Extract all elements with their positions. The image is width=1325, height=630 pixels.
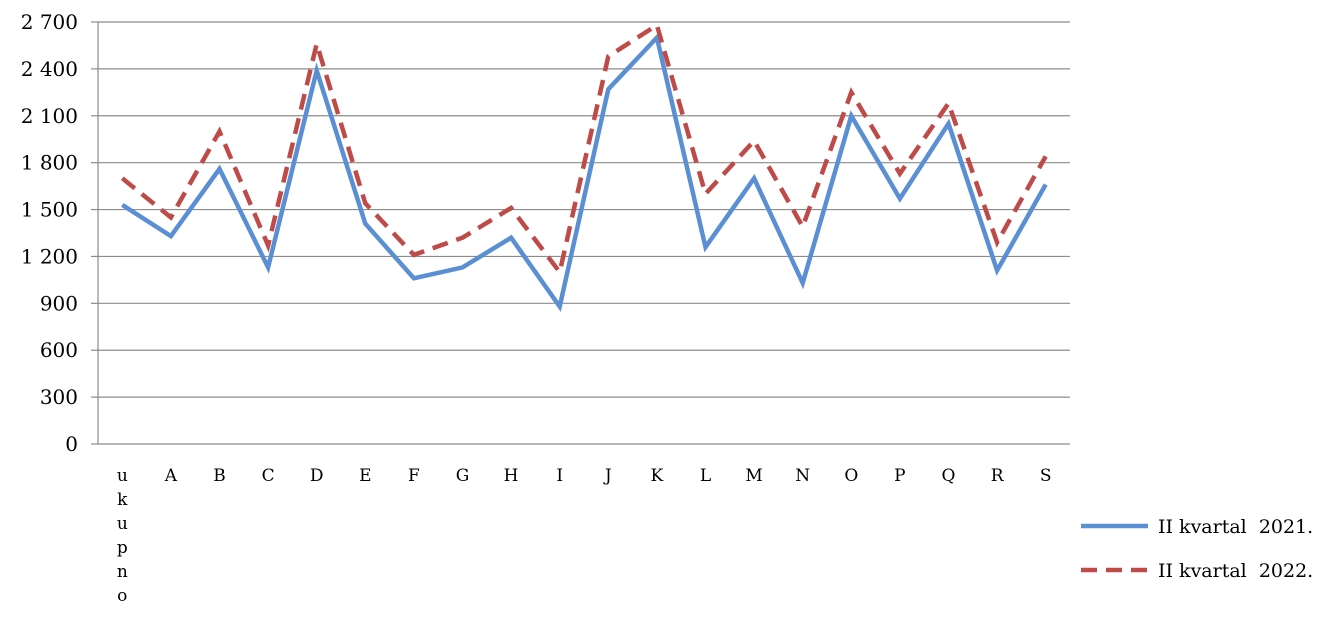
- y-tick-label-2: 600: [40, 338, 78, 362]
- x-tick-label-13: M: [745, 466, 762, 486]
- x-tick-label-14: N: [795, 466, 810, 486]
- y-axis: 0 300 600 900 1 200 1 500 1 800 2 100 2 400 2 700: [21, 10, 99, 456]
- x-tick-label-5: E: [359, 466, 371, 486]
- x-tick-label-12: L: [700, 466, 711, 486]
- x-tick-label-18: R: [991, 466, 1005, 486]
- legend-label-0: II kvartal 2021.: [1158, 516, 1313, 538]
- y-tick-label-5: 1 500: [21, 198, 78, 222]
- y-tick-label-9: 2 700: [21, 10, 78, 34]
- x-tick-label-4: D: [310, 466, 324, 486]
- y-tick-label-0: 0: [65, 432, 78, 456]
- y-tick-label-3: 900: [40, 291, 78, 315]
- x-tick-label-8: H: [504, 466, 519, 486]
- x-tick-label-3: C: [262, 466, 275, 486]
- x-tick-label-15: O: [844, 466, 858, 486]
- y-tick-label-6: 1 800: [21, 151, 78, 175]
- x-axis: u k u p n o A B C D E F G H I J K L M N O P Q R S: [117, 466, 1052, 606]
- y-tick-label-8: 2 400: [21, 57, 78, 81]
- legend-label-1: II kvartal 2022.: [1158, 560, 1313, 582]
- legend: II kvartal 2021. II kvartal 2022.: [1081, 516, 1313, 582]
- x-tick-label-16: P: [894, 466, 905, 486]
- y-tick-label-7: 2 100: [21, 104, 78, 128]
- gridlines: [98, 21, 1070, 445]
- series-line-1: [120, 21, 1048, 278]
- x-tick-label-17: Q: [942, 466, 956, 486]
- x-tick-label-10: J: [603, 466, 612, 486]
- x-tick-label-6: F: [408, 466, 420, 486]
- series-line-0: [121, 32, 1048, 312]
- y-tick-label-1: 300: [40, 385, 78, 409]
- x-tick-label-19: S: [1040, 466, 1052, 486]
- series-lines: [120, 21, 1048, 312]
- x-tick-label-9: I: [556, 466, 563, 486]
- x-tick-label-2: B: [213, 466, 226, 486]
- x-tick-label-11: K: [651, 466, 664, 486]
- x-tick-label-1: A: [164, 466, 178, 486]
- y-tick-label-4: 1 200: [21, 244, 78, 268]
- x-tick-label-7: G: [456, 466, 470, 486]
